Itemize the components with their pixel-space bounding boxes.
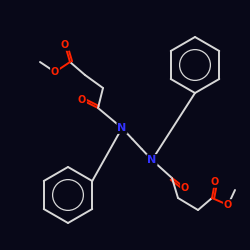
Text: N: N [148,155,156,165]
Text: N: N [118,123,127,133]
Text: O: O [211,177,219,187]
Text: O: O [51,67,59,77]
Text: O: O [78,95,86,105]
Text: O: O [61,40,69,50]
Text: O: O [224,200,232,210]
Text: O: O [181,183,189,193]
